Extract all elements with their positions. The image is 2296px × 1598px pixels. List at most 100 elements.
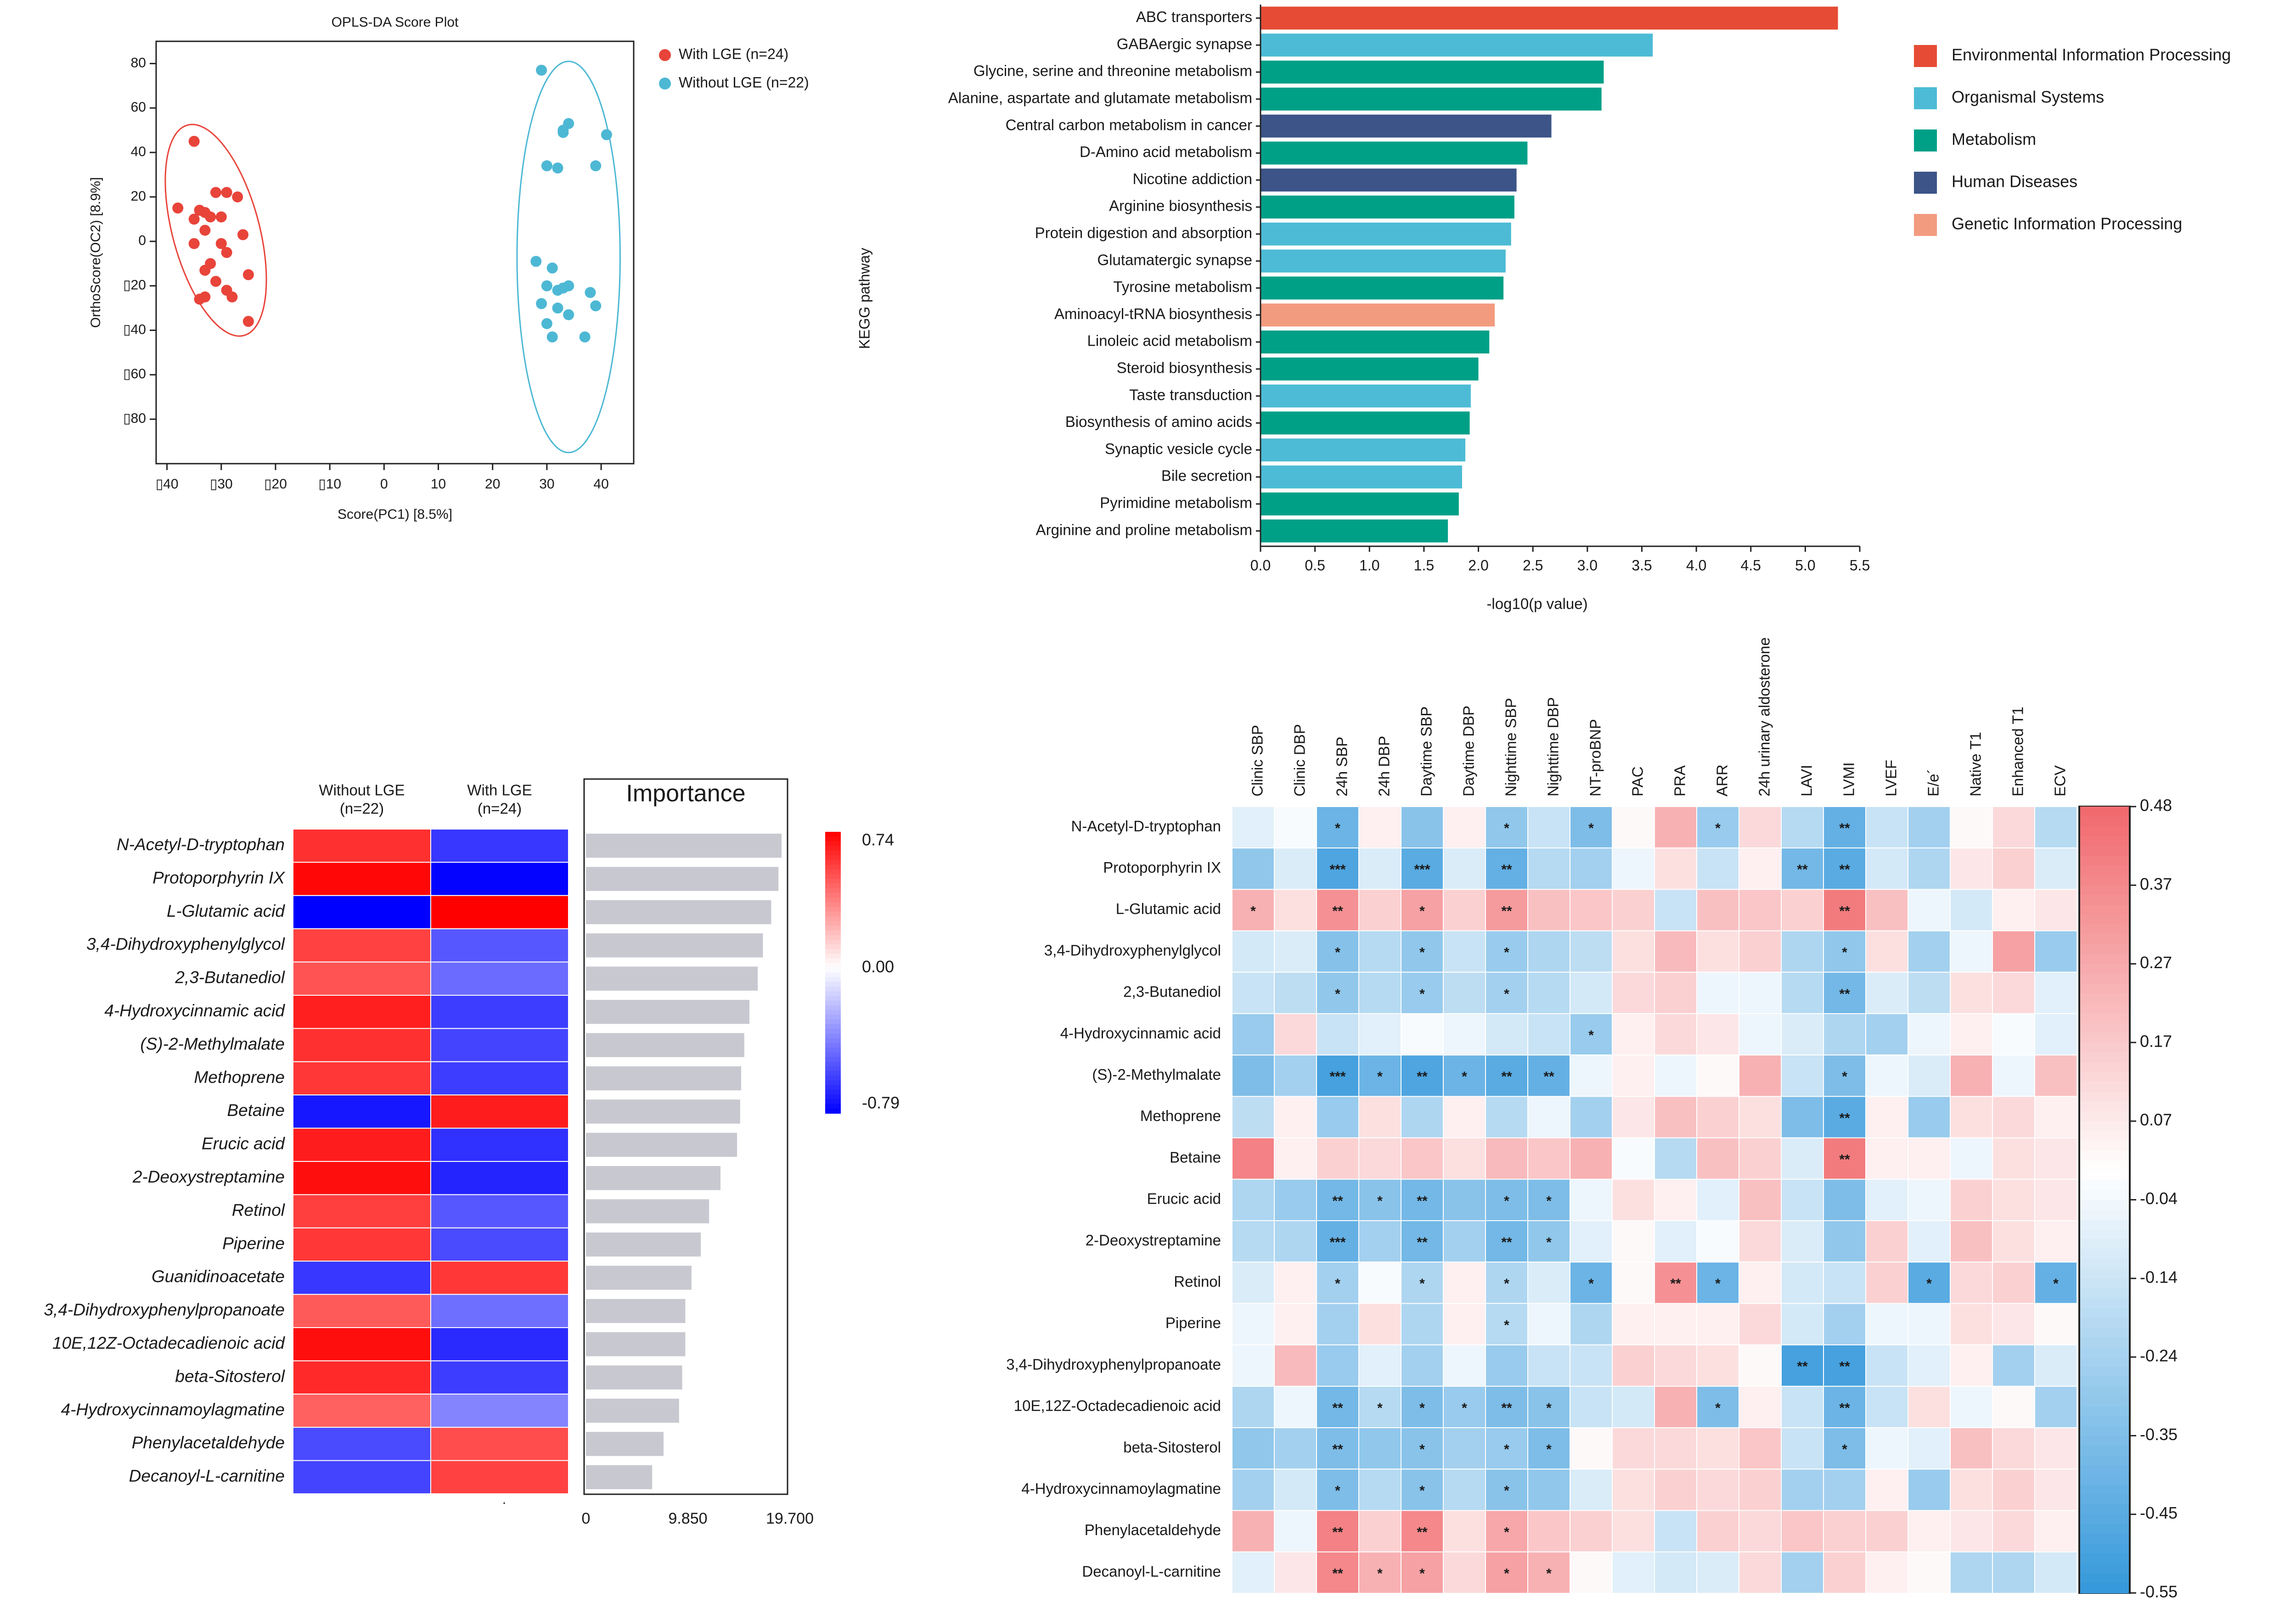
scatter-point (232, 191, 243, 202)
heatmap-cell (430, 961, 569, 996)
significance-star: ** (1839, 1359, 1850, 1374)
legend-label: Without LGE (n=22) (679, 74, 809, 90)
colorbar-segment (2080, 1249, 2129, 1259)
colorbar-segment (825, 981, 841, 987)
significance-star: * (1504, 1566, 1509, 1581)
row-label: 3,4-Dihydroxyphenylglycol (86, 935, 286, 953)
heatmap-cell (1739, 1137, 1782, 1180)
x-tick-label: 3.5 (1632, 557, 1652, 573)
significance-star: * (1419, 945, 1425, 960)
heatmap-cell (1274, 1013, 1317, 1056)
scatter-point (242, 316, 254, 327)
heatmap-cell (1485, 1178, 1528, 1222)
x-tick-label: ▯20 (264, 477, 287, 492)
heatmap-cell (1485, 971, 1528, 1015)
bar (1261, 331, 1490, 353)
heatmap-cell (1316, 1385, 1359, 1429)
colorbar-segment (825, 939, 841, 945)
heatmap-cell (2034, 1551, 2077, 1594)
heatmap-cell (1654, 847, 1697, 890)
heatmap-cell (1443, 1427, 1486, 1470)
colorbar-segment (825, 1019, 841, 1025)
heatmap-cell (1401, 1096, 1444, 1138)
category-label: Biosynthesis of amino acids (1065, 413, 1252, 430)
category-label: Glycine, serine and threonine metabolism (974, 62, 1252, 79)
colorbar-segment (825, 850, 841, 856)
row-label: 4-Hydroxycinnamoylagmatine (61, 1400, 285, 1419)
heatmap-cell (1570, 1551, 1613, 1594)
heatmap-cell (1527, 1178, 1570, 1222)
importance-bar (586, 1166, 720, 1190)
scatter-point (552, 285, 563, 296)
heatmap-cell (1654, 806, 1697, 849)
heatmap-cell (430, 829, 569, 863)
colorbar-segment (2080, 1278, 2129, 1289)
heatmap-cell (1908, 1510, 1951, 1553)
heatmap-cell (1401, 1178, 1444, 1222)
heatmap-cell (1992, 847, 2035, 890)
scatter-point (172, 202, 184, 214)
heatmap-cell (293, 1194, 431, 1228)
row-label: Betaine (227, 1101, 285, 1120)
colorbar-segment (2080, 944, 2129, 955)
colorbar-segment (825, 1089, 841, 1095)
colorbar-segment (825, 911, 841, 917)
significance-star: ** (1501, 1069, 1512, 1084)
heatmap-cell (430, 1094, 569, 1129)
heatmap-cell (1739, 1096, 1782, 1138)
heatmap-cell (1232, 1262, 1275, 1304)
heatmap-cell (1992, 971, 2035, 1015)
row-label: 10E,12Z-Octadecadienoic acid (1014, 1397, 1221, 1414)
colorbar-segment (2080, 1160, 2129, 1171)
colorbar-segment (2080, 1062, 2129, 1073)
heatmap-cell (1950, 1427, 1993, 1470)
heatmap-cell (1612, 889, 1655, 931)
heatmap-cell (1908, 1013, 1951, 1056)
importance-bar (586, 1133, 737, 1157)
heatmap-cell (1570, 1344, 1613, 1387)
scatter-point (536, 298, 547, 309)
heatmap-cell (1781, 971, 1824, 1015)
scatter-point (199, 264, 211, 276)
heatmap-cell (1612, 1510, 1655, 1553)
column-label: ARR (1714, 764, 1731, 796)
category-label: Protein digestion and absorption (1035, 224, 1252, 241)
significance-star: * (1419, 1442, 1425, 1457)
heatmap-cell (1527, 1551, 1570, 1594)
scatter-point (563, 280, 574, 292)
heatmap-cell (1908, 1427, 1951, 1470)
colorbar-segment (2080, 1318, 2129, 1328)
heatmap-cell (1232, 1510, 1275, 1553)
colorbar-segment (2080, 1072, 2129, 1082)
heatmap-cell (1654, 1096, 1697, 1138)
heatmap-cell (1232, 1178, 1275, 1222)
bar (1261, 492, 1459, 516)
heatmap-cell (1232, 1054, 1275, 1097)
significance-star: * (1926, 1276, 1932, 1291)
heatmap-cell (1696, 1427, 1739, 1470)
heatmap-cell (1950, 1096, 1993, 1138)
heatmap-cell (430, 928, 569, 963)
heatmap-cell (1696, 1469, 1739, 1511)
heatmap-cell (1908, 1178, 1951, 1222)
importance-bar (586, 1199, 709, 1223)
row-label: Protoporphyrin IX (1103, 859, 1221, 876)
row-label: Piperine (222, 1234, 285, 1253)
significance-star: * (1335, 821, 1340, 836)
heatmap-cell (1232, 1344, 1275, 1387)
heatmap-cell (1992, 1137, 2035, 1180)
colorbar-segment (2080, 1111, 2129, 1122)
heatmap-cell (2034, 1510, 2077, 1553)
scatter-point (552, 303, 563, 314)
heatmap-cell (1739, 1469, 1782, 1511)
significance-star: * (1504, 1525, 1509, 1540)
heatmap-cell (1992, 889, 2035, 931)
colorbar-segment (2080, 1425, 2129, 1436)
row-label: L-Glutamic acid (167, 902, 285, 920)
column-label: PAC (1629, 767, 1646, 796)
column-label: PRA (1671, 765, 1688, 796)
colorbar-segment (825, 1057, 841, 1062)
heatmap-cell (1274, 1469, 1317, 1511)
heatmap-cell (430, 1327, 569, 1362)
significance-star: ** (1797, 862, 1808, 877)
